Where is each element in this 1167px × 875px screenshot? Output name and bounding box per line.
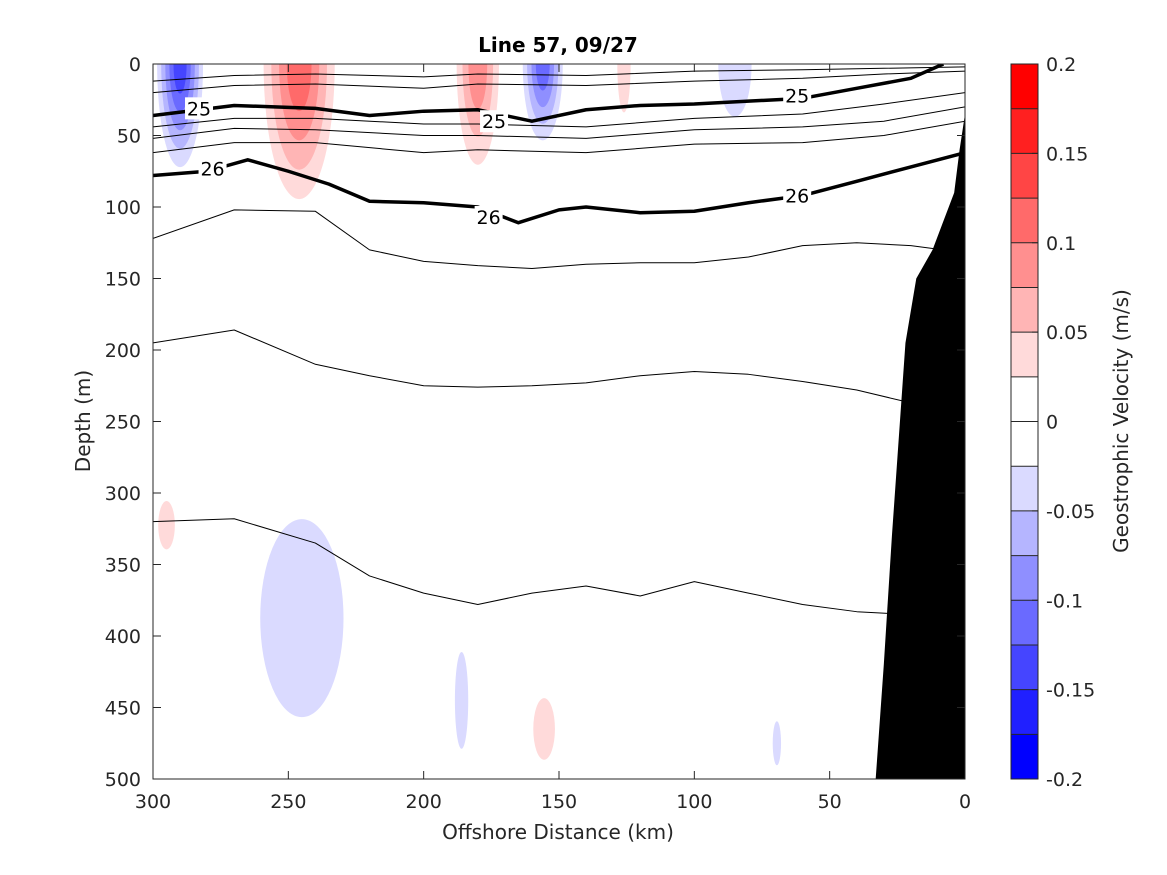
- colorbar-segment: [1011, 734, 1038, 780]
- contour-label-text: 25: [785, 85, 809, 107]
- y-tick-label: 500: [105, 769, 141, 791]
- bathymetry-shape: [875, 114, 965, 779]
- x-tick-label: 150: [541, 791, 577, 813]
- contour-label-background: [783, 184, 812, 207]
- bold-isopycnal-line: [153, 64, 945, 123]
- y-tick-label: 300: [105, 483, 141, 505]
- contour-label-background: [783, 84, 812, 107]
- colorbar-tick-label: 0.15: [1046, 143, 1088, 165]
- colorbar-segment: [1011, 555, 1038, 601]
- x-tick-label: 0: [959, 791, 971, 813]
- x-axis-label: Offshore Distance (km): [442, 820, 674, 844]
- thin-contour-line: [153, 92, 965, 128]
- colorbar: 0.2 0.15 0.1 0.05 0 -0.05 -0.1 -0.15 -0.2: [1010, 54, 1095, 791]
- velocity-patch: [772, 721, 782, 766]
- contour-label-text: 26: [200, 158, 224, 180]
- contour-label: 25: [480, 110, 509, 133]
- contour-label-background: [198, 157, 227, 180]
- y-tick-label: 400: [105, 626, 141, 648]
- y-axis-label: Depth (m): [71, 370, 95, 472]
- x-axis-ticks: 300 250 200 150 100 50 0: [135, 64, 971, 813]
- velocity-patch: [454, 651, 469, 749]
- thin-isopycnal-line: [153, 518, 911, 616]
- thin-isopycnal-line: [153, 329, 965, 415]
- y-tick-label: 350: [105, 555, 141, 577]
- contour-label-text: 25: [187, 98, 211, 120]
- colorbar-tick-label: 0.1: [1046, 233, 1076, 255]
- colorbar-segment: [1011, 332, 1038, 378]
- colorbar-segment: [1011, 108, 1038, 154]
- contour-label-background: [480, 110, 509, 133]
- colorbar-segment: [1011, 376, 1038, 422]
- contour-label-text: 25: [482, 111, 506, 133]
- y-tick-label: 250: [105, 412, 141, 434]
- velocity-patch: [173, 64, 187, 94]
- colorbar-tick-label: -0.15: [1046, 680, 1095, 702]
- thin-contour-line: [153, 120, 965, 154]
- colorbar-label: Geostrophic Velocity (m/s): [1109, 289, 1133, 553]
- contour-label-background: [474, 206, 503, 229]
- velocity-patch: [533, 698, 555, 760]
- x-tick-label: 250: [270, 791, 306, 813]
- thin-contour-line: [153, 106, 965, 139]
- thin-contour-line: [153, 70, 965, 94]
- contour-label-background: [185, 97, 214, 120]
- velocity-patch: [617, 64, 631, 113]
- contour-label: 25: [783, 84, 812, 107]
- contour-label-text: 26: [477, 207, 501, 229]
- thin-isopycnal-line: [153, 209, 965, 269]
- contour-label: 26: [198, 157, 227, 180]
- y-tick-label: 150: [105, 269, 141, 291]
- colorbar-tick-label: -0.05: [1046, 501, 1095, 523]
- colorbar-segment: [1011, 64, 1038, 110]
- colorbar-segment: [1011, 600, 1038, 646]
- x-tick-label: 100: [676, 791, 712, 813]
- colorbar-segment: [1011, 242, 1038, 288]
- bold-isopycnal-line: [153, 150, 965, 225]
- velocity-patches: [153, 64, 784, 779]
- colorbar-tick-label: 0.05: [1046, 322, 1088, 344]
- chart-title: Line 57, 09/27: [478, 33, 638, 57]
- y-tick-label: 0: [129, 54, 141, 76]
- x-tick-label: 200: [406, 791, 442, 813]
- colorbar-tick-label: 0.2: [1046, 54, 1076, 76]
- colorbar-segment: [1011, 421, 1038, 467]
- velocity-patch: [468, 64, 488, 109]
- x-tick-label: 50: [818, 791, 842, 813]
- contour-label: 26: [474, 206, 503, 229]
- y-tick-label: 100: [105, 197, 141, 219]
- colorbar-segment: [1011, 510, 1038, 557]
- contour-label: 25: [185, 97, 214, 120]
- x-tick-label: 300: [135, 791, 171, 813]
- velocity-patch: [286, 64, 312, 111]
- y-tick-label: 200: [105, 340, 141, 362]
- colorbar-segment: [1011, 689, 1038, 735]
- velocity-patch: [260, 519, 344, 718]
- thin-contour-line: [153, 66, 965, 82]
- colorbar-segment: [1011, 644, 1038, 691]
- colorbar-segment: [1011, 466, 1038, 512]
- isopycnal-contours: [153, 64, 965, 616]
- colorbar-segment: [1011, 198, 1038, 244]
- y-tick-label: 50: [117, 126, 141, 148]
- bathymetry: [875, 114, 965, 779]
- colorbar-tick-label: -0.1: [1046, 590, 1083, 612]
- contour-label-text: 26: [785, 186, 809, 208]
- colorbar-tick-label: -0.2: [1046, 769, 1083, 791]
- contour-label: 26: [783, 184, 812, 208]
- contour-labels: 25 25 25 26 26 26: [185, 84, 812, 229]
- y-tick-label: 450: [105, 698, 141, 720]
- velocity-patch: [158, 500, 175, 550]
- colorbar-segment: [1011, 153, 1038, 199]
- colorbar-segment: [1011, 287, 1038, 333]
- velocity-patch: [535, 64, 550, 91]
- y-axis-ticks: 0 50 100 150 200 250 300 350 400 450 500: [105, 54, 965, 791]
- colorbar-tick-label: 0: [1046, 412, 1058, 434]
